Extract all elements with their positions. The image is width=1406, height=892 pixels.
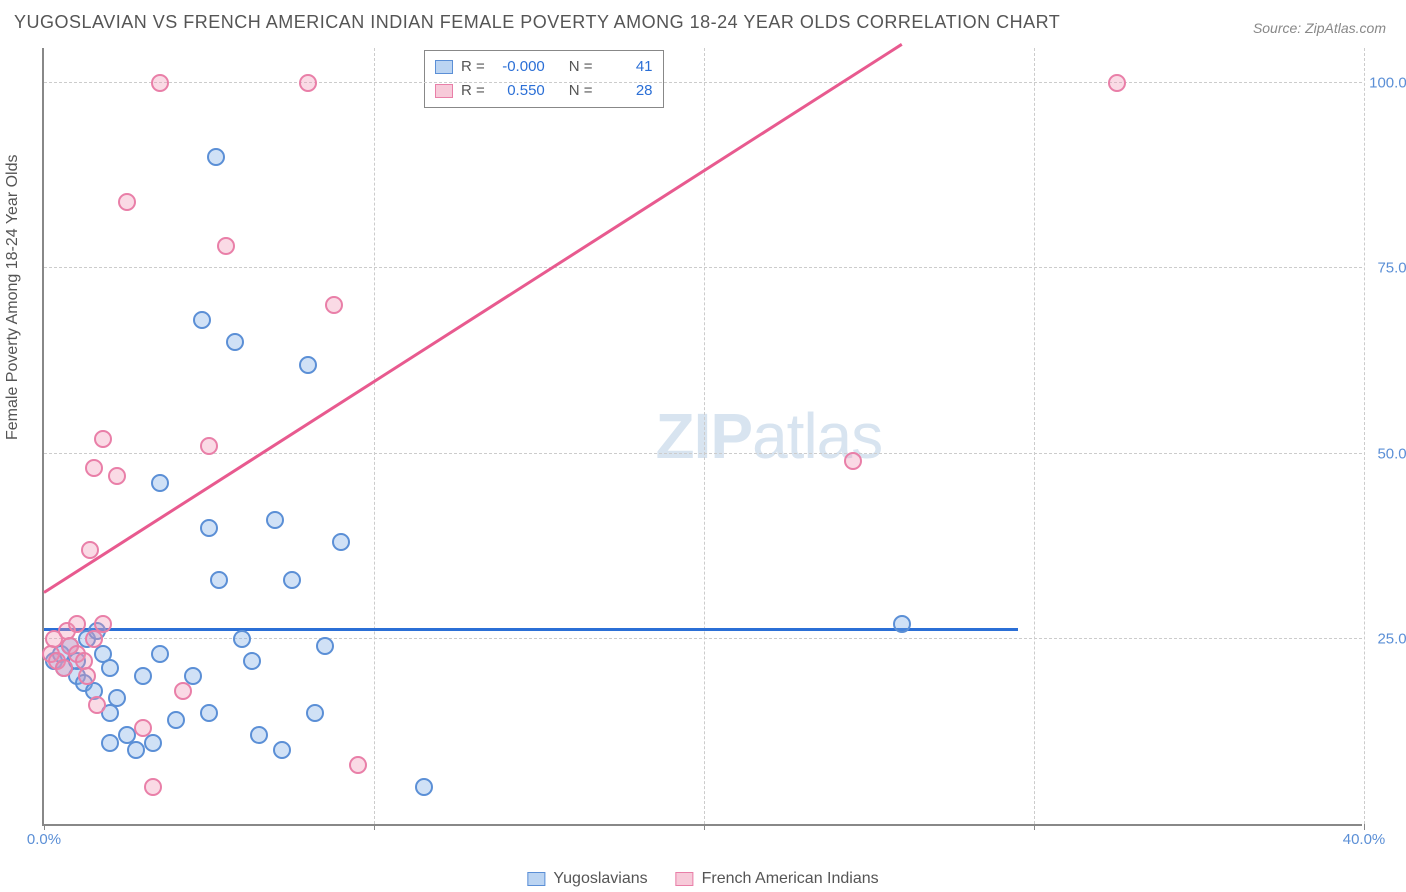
data-point-pink (55, 659, 73, 677)
data-point-blue (415, 778, 433, 796)
r-label: R = (461, 55, 485, 79)
data-point-pink (844, 452, 862, 470)
data-point-blue (332, 533, 350, 551)
data-point-pink (144, 778, 162, 796)
legend-item-pink: French American Indians (676, 870, 879, 888)
data-point-blue (243, 652, 261, 670)
gridline-v (1364, 48, 1365, 824)
data-point-pink (94, 430, 112, 448)
data-point-blue (200, 704, 218, 722)
legend-label-blue: Yugoslavians (553, 870, 647, 888)
data-point-blue (101, 734, 119, 752)
data-point-pink (88, 696, 106, 714)
n-label: N = (569, 55, 593, 79)
data-point-pink (108, 467, 126, 485)
data-point-pink (174, 682, 192, 700)
data-point-pink (299, 74, 317, 92)
data-point-pink (1108, 74, 1126, 92)
swatch-pink (435, 84, 453, 98)
data-point-pink (118, 193, 136, 211)
data-point-pink (81, 541, 99, 559)
data-point-blue (226, 333, 244, 351)
trendline-blue (44, 628, 1018, 631)
legend-label-pink: French American Indians (702, 870, 879, 888)
gridline-h (44, 267, 1362, 268)
x-tick-label: 40.0% (1343, 831, 1386, 848)
data-point-blue (893, 615, 911, 633)
data-point-blue (151, 474, 169, 492)
data-point-blue (299, 356, 317, 374)
data-point-blue (167, 711, 185, 729)
gridline-v (374, 48, 375, 824)
data-point-blue (316, 637, 334, 655)
n-value-blue: 41 (601, 55, 653, 79)
y-tick-label: 100.0% (1368, 75, 1406, 92)
data-point-pink (134, 719, 152, 737)
data-point-blue (127, 741, 145, 759)
legend-row-blue: R = -0.000 N = 41 (435, 55, 653, 79)
data-point-blue (134, 667, 152, 685)
x-tick-mark (44, 824, 45, 830)
data-point-blue (207, 148, 225, 166)
gridline-h (44, 82, 1362, 83)
data-point-blue (101, 659, 119, 677)
y-tick-label: 25.0% (1368, 630, 1406, 647)
data-point-pink (85, 459, 103, 477)
swatch-pink (676, 872, 694, 886)
data-point-pink (68, 615, 86, 633)
data-point-blue (193, 311, 211, 329)
chart-plot-area: ZIPatlas R = -0.000 N = 41 R = 0.550 N =… (42, 48, 1362, 826)
data-point-pink (200, 437, 218, 455)
x-tick-mark (1034, 824, 1035, 830)
y-tick-label: 75.0% (1368, 260, 1406, 277)
x-tick-label: 0.0% (27, 831, 61, 848)
data-point-blue (200, 519, 218, 537)
x-tick-mark (1364, 824, 1365, 830)
series-legend: Yugoslavians French American Indians (527, 870, 878, 888)
data-point-blue (108, 689, 126, 707)
data-point-blue (283, 571, 301, 589)
trendline-pink (43, 43, 903, 594)
data-point-blue (144, 734, 162, 752)
correlation-legend: R = -0.000 N = 41 R = 0.550 N = 28 (424, 50, 664, 108)
gridline-v (704, 48, 705, 824)
data-point-blue (250, 726, 268, 744)
legend-item-blue: Yugoslavians (527, 870, 647, 888)
data-point-pink (349, 756, 367, 774)
data-point-pink (217, 237, 235, 255)
x-tick-mark (704, 824, 705, 830)
y-axis-label: Female Poverty Among 18-24 Year Olds (4, 155, 22, 441)
gridline-h (44, 453, 1362, 454)
data-point-blue (151, 645, 169, 663)
data-point-blue (210, 571, 228, 589)
data-point-blue (306, 704, 324, 722)
r-value-blue: -0.000 (493, 55, 545, 79)
chart-title: YUGOSLAVIAN VS FRENCH AMERICAN INDIAN FE… (14, 12, 1060, 33)
gridline-v (1034, 48, 1035, 824)
data-point-pink (325, 296, 343, 314)
source-attribution: Source: ZipAtlas.com (1253, 20, 1386, 36)
data-point-blue (266, 511, 284, 529)
swatch-blue (527, 872, 545, 886)
data-point-blue (233, 630, 251, 648)
data-point-pink (94, 615, 112, 633)
swatch-blue (435, 60, 453, 74)
data-point-pink (151, 74, 169, 92)
y-tick-label: 50.0% (1368, 445, 1406, 462)
x-tick-mark (374, 824, 375, 830)
data-point-blue (273, 741, 291, 759)
data-point-pink (78, 667, 96, 685)
